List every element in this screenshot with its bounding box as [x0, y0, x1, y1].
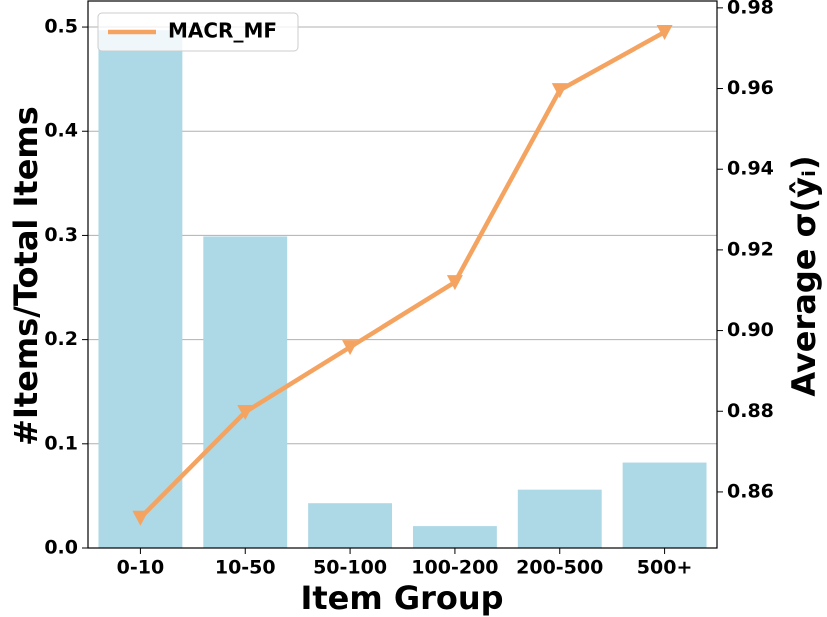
y2-tick-label: 0.90: [727, 319, 774, 341]
y2-tick-label: 0.98: [727, 0, 774, 18]
y-tick-label: 0.5: [44, 16, 78, 38]
y-tick-label: 0.3: [44, 224, 78, 246]
x-tick-label: 500+: [637, 557, 693, 579]
y-tick-label: 0.1: [44, 432, 78, 454]
marker: [446, 275, 463, 291]
marker: [132, 510, 149, 526]
x-tick-label: 50-100: [313, 557, 387, 579]
x-axis-label: Item Group: [300, 579, 503, 617]
bar: [622, 462, 707, 548]
bar: [412, 526, 497, 548]
y2-axis-label: Average σ(ŷᵢ): [785, 155, 823, 396]
marker: [237, 405, 254, 421]
y2-tick-label: 0.88: [727, 400, 774, 422]
x-tick-label: 100-200: [411, 557, 498, 579]
marker: [342, 340, 359, 356]
y-axis-label: #Items/Total Items: [7, 106, 45, 446]
bar: [517, 489, 602, 548]
marker: [656, 25, 673, 41]
y2-tick-label: 0.96: [727, 77, 774, 99]
y2-tick-label: 0.86: [727, 480, 774, 502]
legend-box: [97, 12, 299, 52]
plot-frame: [87, 0, 718, 549]
y2-tick-label: 0.92: [727, 238, 774, 260]
y2-tick-label: 0.94: [727, 158, 774, 180]
bar: [98, 30, 183, 548]
bar: [308, 503, 393, 548]
line: [138, 30, 666, 520]
legend-label: MACR_MF: [168, 19, 277, 43]
x-tick-label: 0-10: [117, 557, 165, 579]
x-tick-label: 200-500: [516, 557, 603, 579]
x-tick-label: 10-50: [215, 557, 276, 579]
y-tick-label: 0.0: [44, 537, 78, 559]
marker: [551, 83, 568, 99]
y-tick-label: 0.2: [44, 328, 78, 350]
y-tick-label: 0.4: [44, 120, 78, 142]
